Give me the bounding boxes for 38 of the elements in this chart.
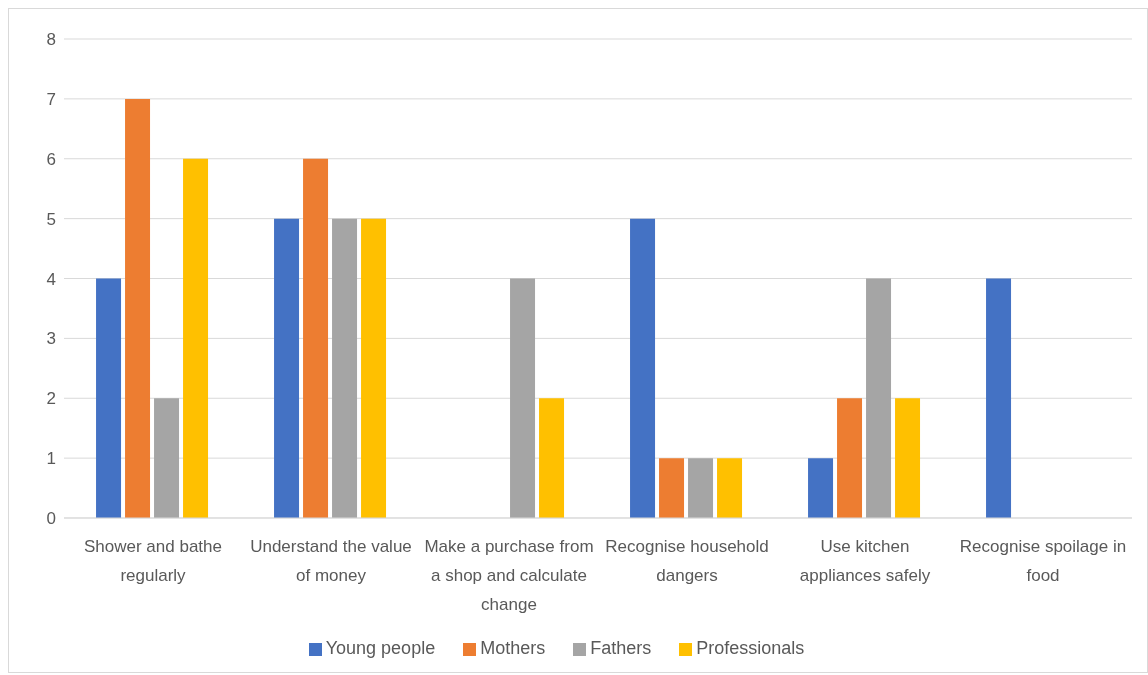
- x-tick-label: Use kitchen appliances safely: [799, 537, 931, 585]
- x-tick-label: Make a purchase from a shop and calculate change: [424, 537, 594, 614]
- bar: [183, 158, 209, 518]
- y-tick-label: 2: [46, 389, 56, 409]
- x-tick-label: Recognise household dangers: [605, 537, 769, 585]
- bar: [630, 218, 656, 518]
- y-tick-label: 1: [46, 449, 56, 469]
- bar: [361, 218, 387, 518]
- bar: [717, 458, 743, 518]
- bar: [539, 398, 565, 518]
- y-tick-label: 7: [46, 89, 56, 109]
- legend-label: Young people: [325, 638, 436, 658]
- bar: [510, 278, 536, 518]
- legend-label: Fathers: [590, 638, 652, 658]
- bar: [274, 218, 300, 518]
- bar: [332, 218, 358, 518]
- x-tick-label: Recognise spoilage in food: [959, 537, 1127, 585]
- bar: [303, 158, 329, 518]
- bar: [688, 458, 714, 518]
- legend-label: Professionals: [696, 638, 805, 658]
- bar: [986, 278, 1012, 518]
- bar: [125, 98, 151, 518]
- y-tick-label: 4: [46, 269, 56, 289]
- bar: [808, 458, 834, 518]
- x-tick-label: Shower and bathe regularly: [84, 537, 222, 585]
- bar: [895, 398, 921, 518]
- y-tick-label: 6: [46, 149, 56, 169]
- bar: [96, 278, 122, 518]
- bar: [659, 458, 685, 518]
- bar: [866, 278, 892, 518]
- legend-label: Mothers: [480, 638, 546, 658]
- y-tick-label: 8: [46, 30, 56, 50]
- y-tick-label: 5: [46, 209, 56, 229]
- x-tick-label: Understand the value of money: [250, 537, 412, 585]
- bar: [154, 398, 180, 518]
- bar: [837, 398, 863, 518]
- y-tick-label: 3: [46, 329, 56, 349]
- y-tick-label: 0: [46, 509, 56, 529]
